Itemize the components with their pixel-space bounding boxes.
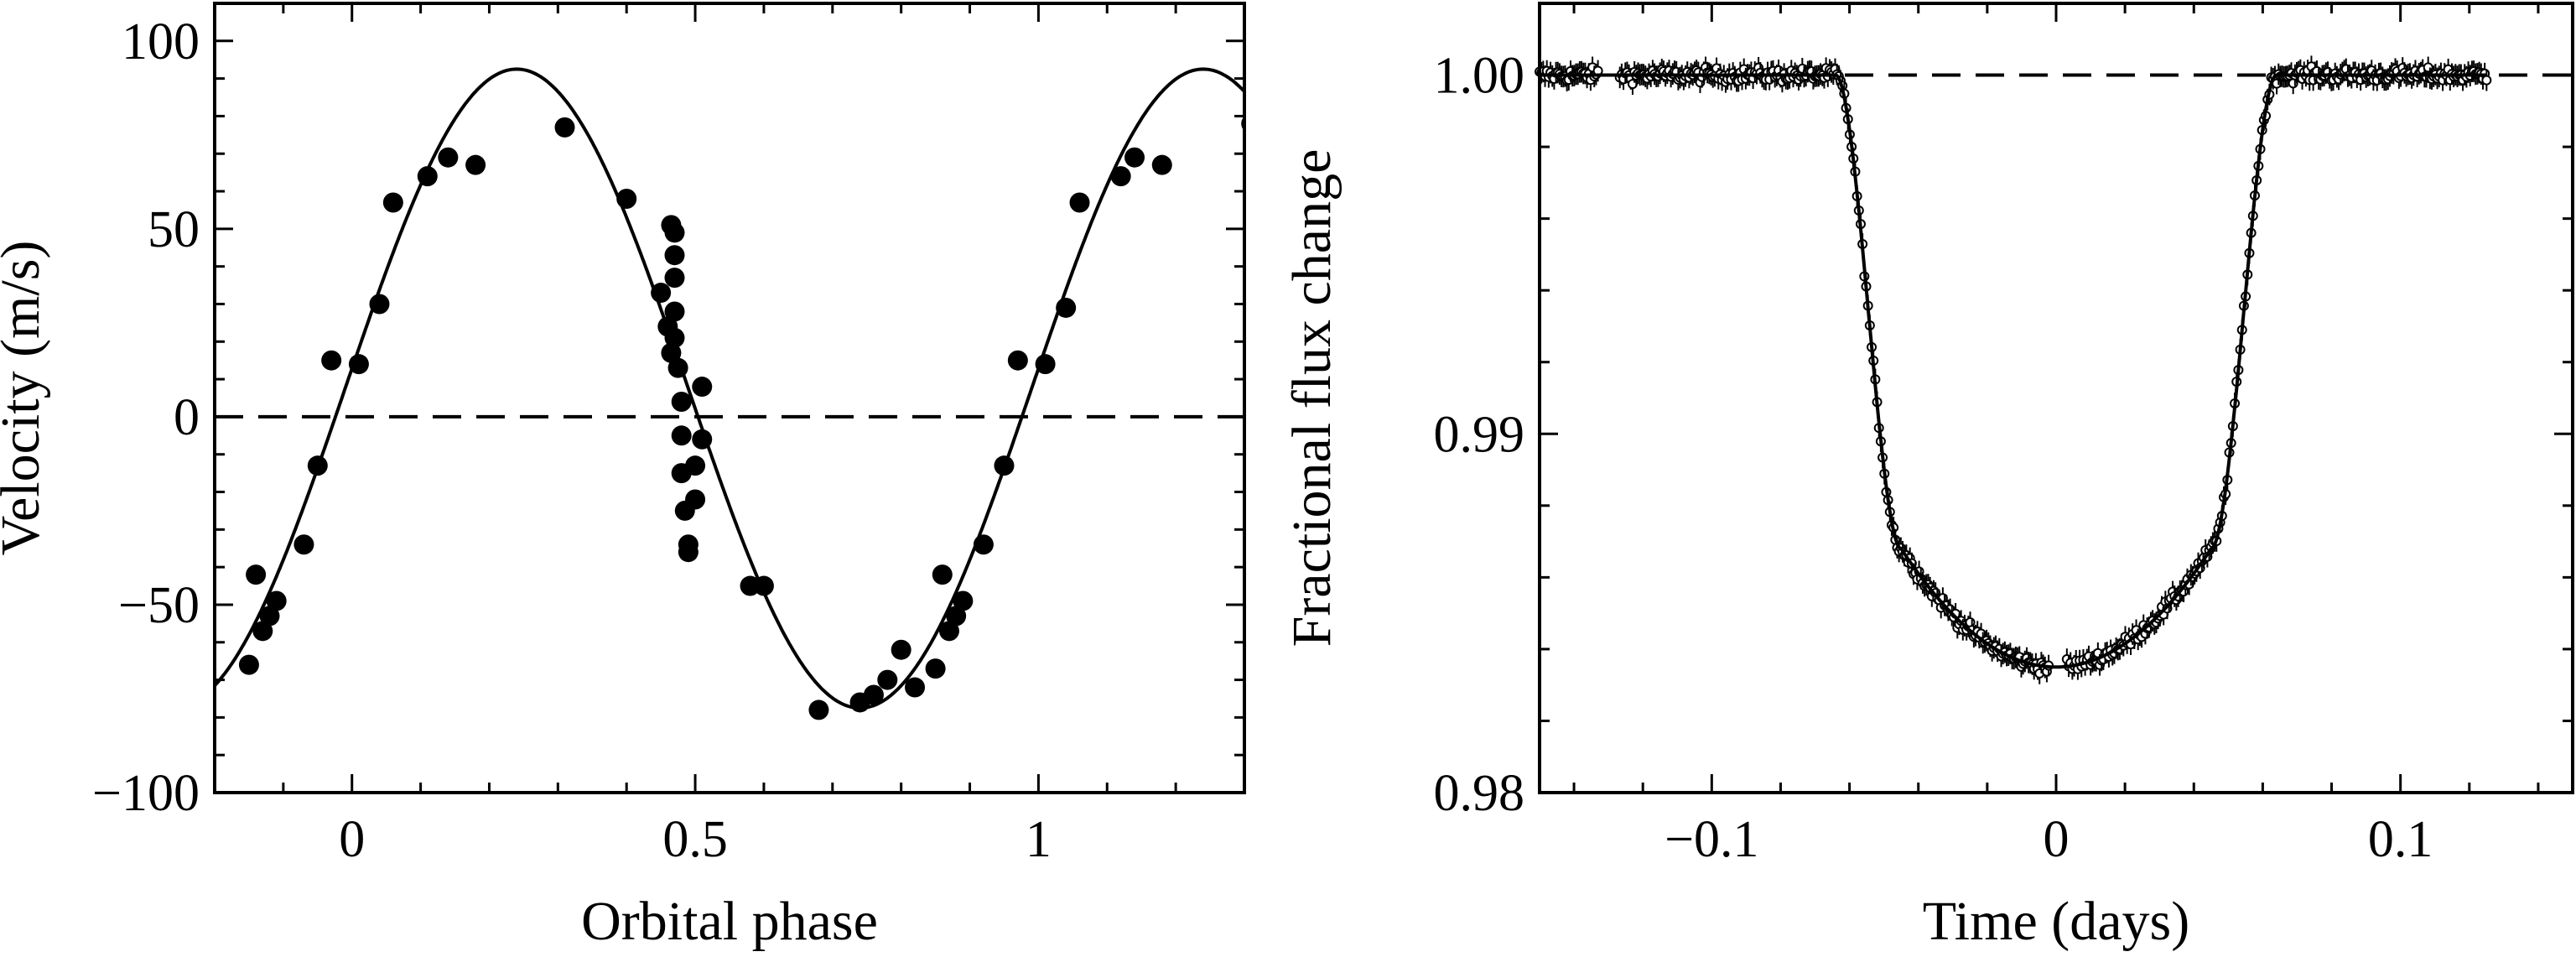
velocity-point — [266, 590, 287, 611]
velocity-point — [678, 534, 699, 555]
y-tick-label: 0.98 — [1434, 765, 1525, 822]
velocity-point — [664, 268, 685, 289]
flux-data-points — [1535, 55, 2492, 684]
velocity-model-curve — [213, 67, 1246, 710]
velocity-point — [661, 342, 682, 363]
velocity-point — [252, 621, 273, 642]
flux-y-axis-label: Fractional flux change — [1281, 149, 1343, 648]
velocity-point — [1151, 154, 1172, 175]
velocity-point — [348, 354, 369, 375]
y-tick-label: −100 — [92, 765, 200, 822]
velocity-point — [438, 147, 459, 168]
y-tick-label: 100 — [122, 13, 200, 70]
velocity-point — [891, 639, 911, 660]
velocity-point — [1035, 354, 1056, 375]
velocity-panel-ticks — [213, 2, 1246, 794]
velocity-point — [554, 117, 575, 138]
velocity-point — [651, 283, 672, 304]
velocity-panel-tick-labels: 0 0.5 1 −100 −50 0 50 100 — [92, 13, 1052, 868]
velocity-point — [938, 621, 959, 642]
velocity-point — [664, 245, 685, 266]
velocity-panel: 0 0.5 1 −100 −50 0 50 100 Orbital phase Velocit… — [0, 2, 1246, 952]
flux-panel-ticks — [1540, 2, 2573, 794]
velocity-point — [1069, 192, 1090, 213]
velocity-point — [417, 166, 438, 187]
velocity-point — [293, 534, 314, 555]
velocity-point — [1056, 297, 1077, 318]
velocity-point — [905, 677, 926, 698]
velocity-point — [753, 575, 774, 596]
velocity-point — [877, 669, 898, 690]
velocity-panel-frame — [213, 2, 1246, 794]
flux-x-axis-label: Time (days) — [1923, 891, 2189, 952]
velocity-point — [671, 391, 692, 412]
x-tick-label: 1 — [1026, 811, 1052, 868]
velocity-point — [994, 455, 1015, 476]
velocity-point — [616, 189, 637, 210]
velocity-point — [307, 455, 328, 476]
velocity-point — [667, 357, 688, 378]
velocity-point — [664, 327, 685, 348]
velocity-point — [953, 590, 974, 611]
x-tick-label: 0.5 — [662, 811, 728, 868]
flux-panel-frame — [1538, 2, 2574, 794]
x-tick-label: 0.1 — [2368, 811, 2433, 868]
y-tick-label: 0.99 — [1434, 406, 1525, 463]
velocity-point — [1007, 350, 1028, 371]
velocity-point — [808, 700, 829, 720]
velocity-point — [382, 192, 403, 213]
flux-panel: −0.1 0 0.1 0.98 0.99 1.00 Time (days) Fractio… — [1281, 2, 2574, 952]
velocity-point — [692, 377, 713, 398]
velocity-point — [259, 606, 280, 627]
x-tick-label: 0 — [2044, 811, 2070, 868]
velocity-point — [369, 294, 390, 315]
velocity-point — [932, 564, 953, 585]
flux-model-curve — [1540, 73, 2487, 669]
velocity-point — [973, 534, 994, 555]
velocity-point — [238, 654, 259, 675]
velocity-y-axis-label: Velocity (m/s) — [0, 241, 51, 556]
velocity-point — [321, 350, 342, 371]
velocity-x-axis-label: Orbital phase — [581, 891, 878, 952]
velocity-point — [664, 222, 685, 243]
y-tick-label: 0 — [174, 389, 200, 446]
velocity-point — [685, 455, 706, 476]
x-tick-label: −0.1 — [1665, 811, 1758, 868]
y-tick-label: −50 — [118, 577, 200, 634]
velocity-data-points — [238, 116, 1244, 720]
velocity-point — [692, 429, 713, 450]
velocity-point — [1110, 166, 1131, 187]
y-tick-label: 1.00 — [1434, 48, 1525, 105]
velocity-point — [671, 425, 692, 446]
velocity-point — [246, 564, 267, 585]
velocity-point — [664, 301, 685, 322]
velocity-point — [925, 658, 946, 679]
y-tick-label: 50 — [148, 201, 200, 258]
flux-point — [2481, 75, 2492, 86]
velocity-point — [465, 154, 486, 175]
velocity-point — [1124, 147, 1145, 168]
velocity-point — [685, 489, 706, 510]
velocity-point — [946, 606, 967, 627]
flux-panel-tick-labels: −0.1 0 0.1 0.98 0.99 1.00 — [1434, 48, 2433, 868]
x-tick-label: 0 — [339, 811, 365, 868]
velocity-point — [863, 684, 884, 705]
